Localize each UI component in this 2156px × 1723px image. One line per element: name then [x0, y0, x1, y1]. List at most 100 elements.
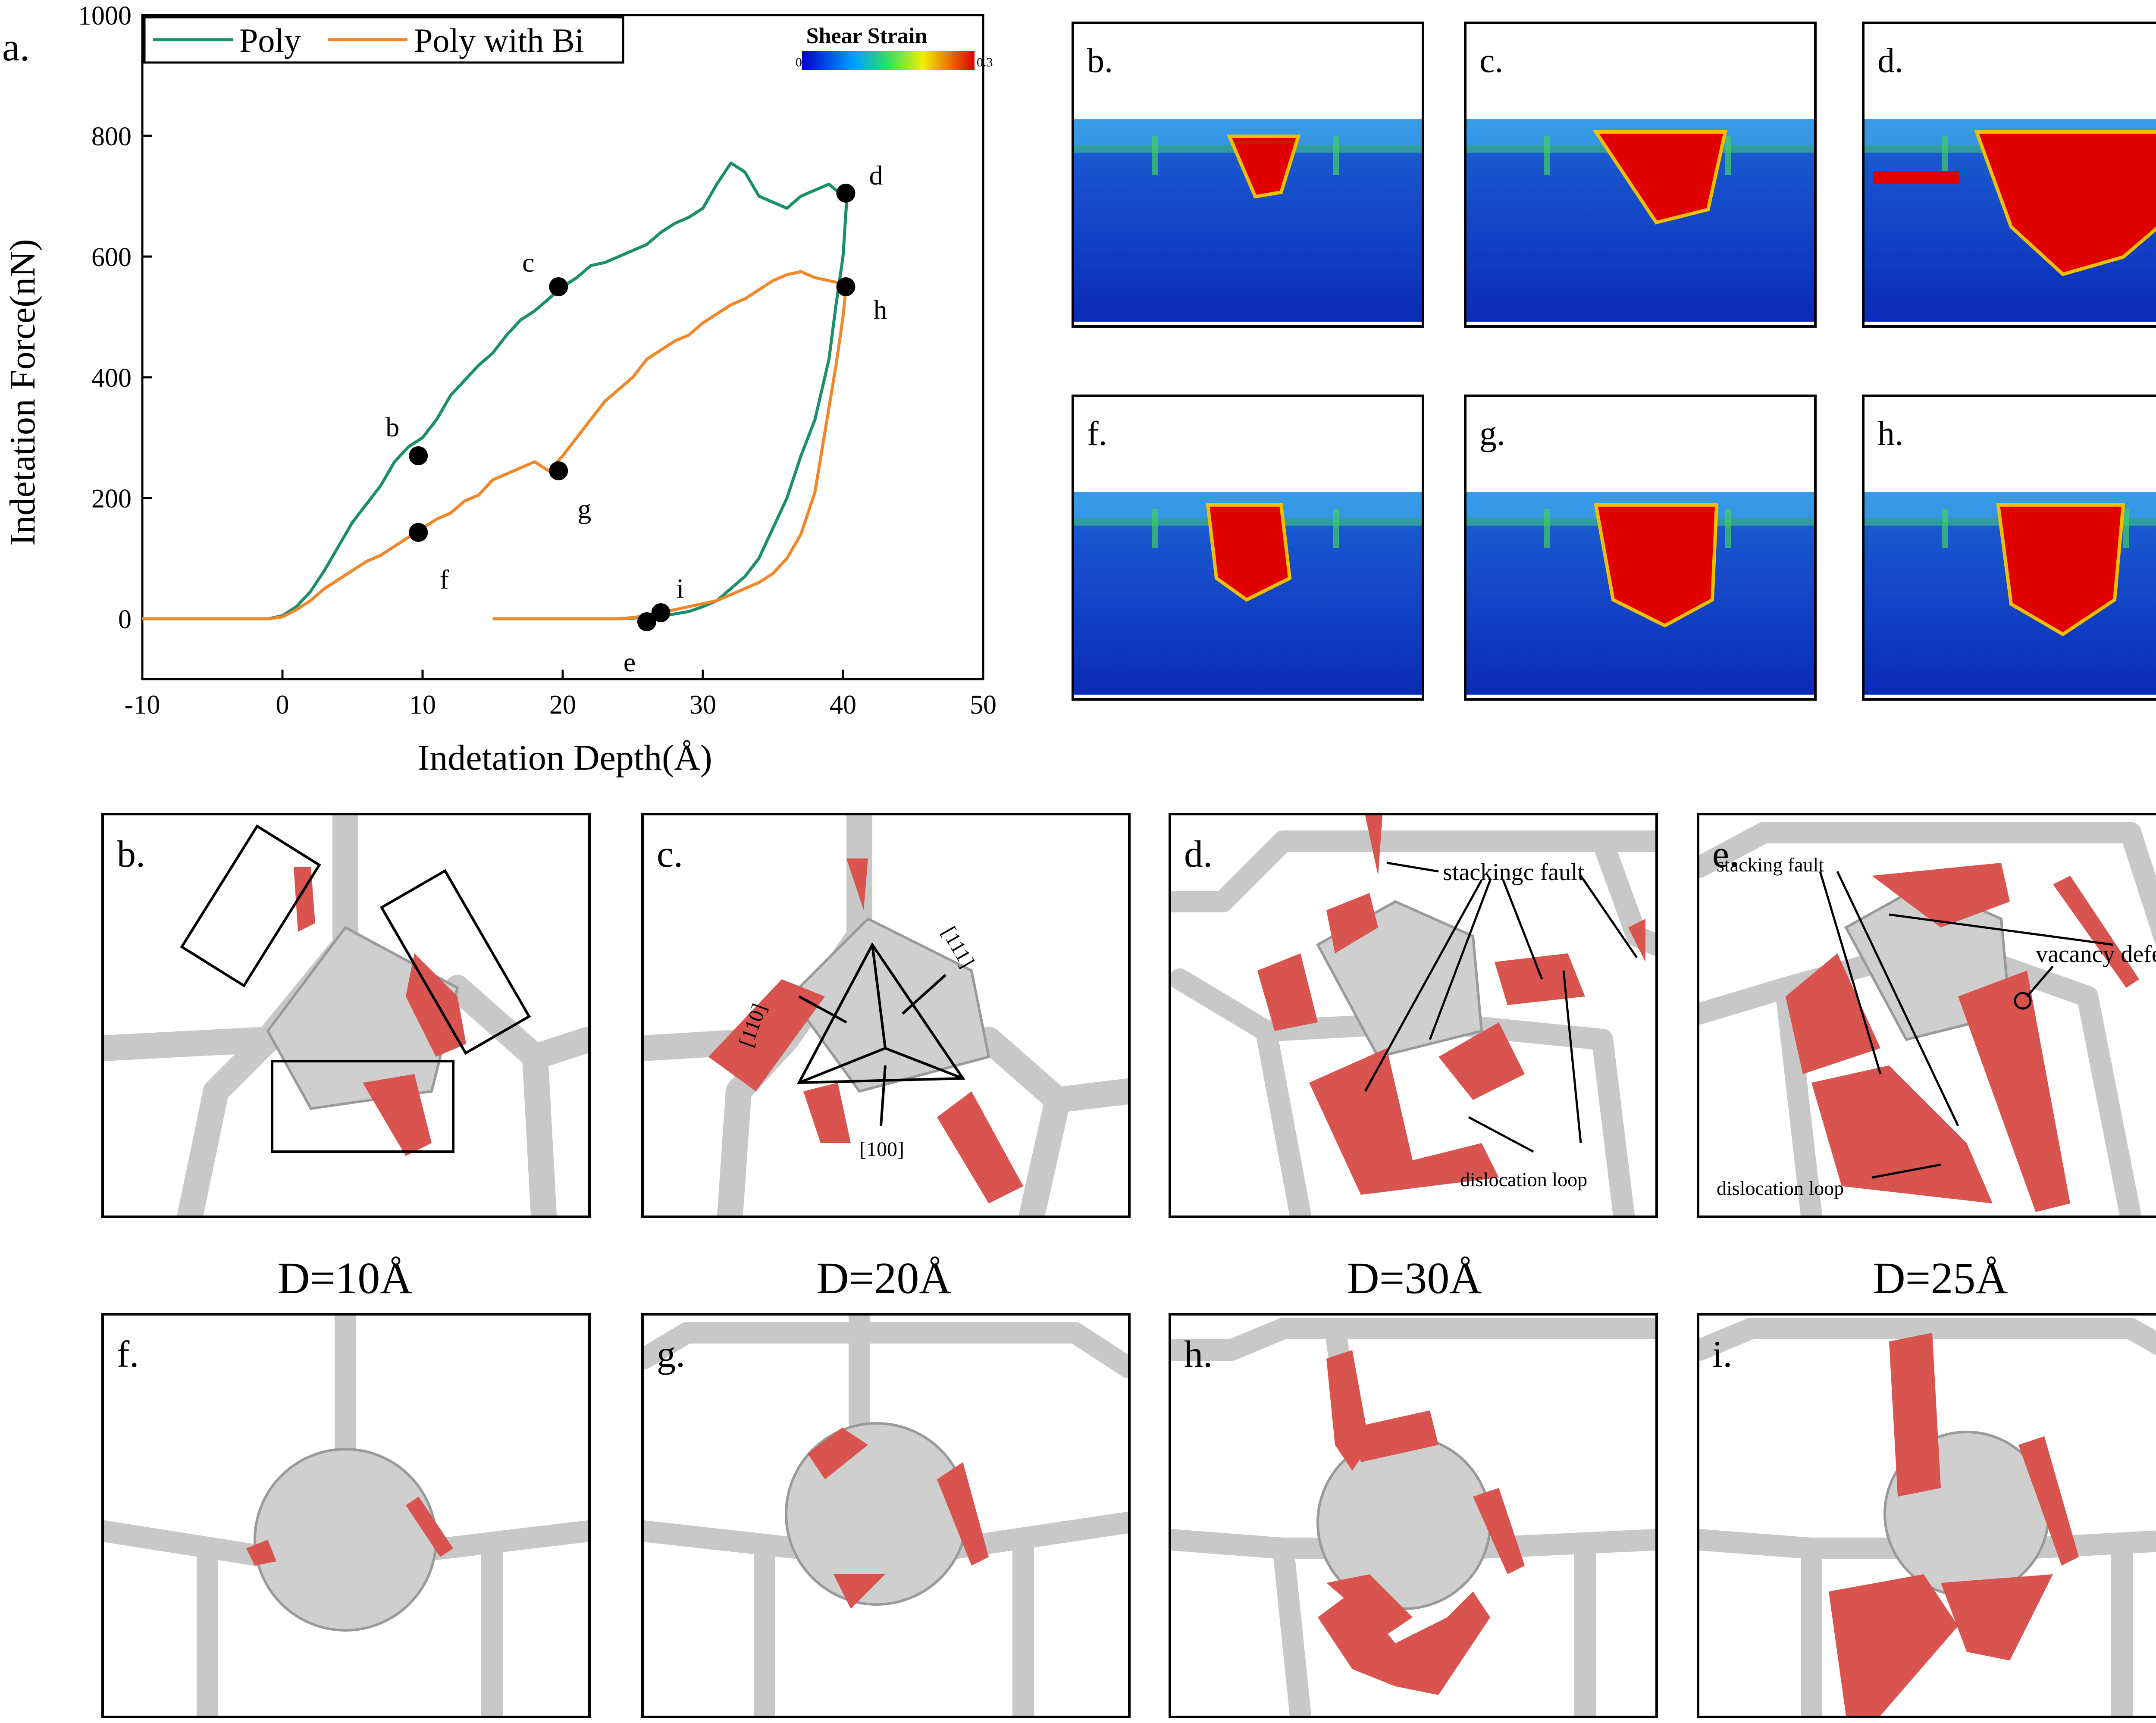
force-depth-chart: -10 0 10 20 30 40 50 0 200 400 600 800 1000 b c d e f g h i…	[0, 0, 1035, 785]
strain-map	[1865, 119, 2156, 322]
strain-map	[1074, 492, 1422, 695]
high-strain-zone	[1594, 503, 1719, 628]
series-line-0	[142, 161, 849, 620]
x-tick-label: 40	[830, 690, 856, 720]
grain-boundary-strain	[2123, 509, 2129, 548]
grain-boundary	[1592, 830, 1655, 955]
strain-panel-h: h.	[1862, 395, 2156, 701]
stacking-fault	[2053, 876, 2139, 988]
structure-b-svg	[104, 815, 588, 1215]
grain-boundary	[1272, 1538, 1311, 1716]
marker-e	[637, 612, 656, 631]
depth-label: D=20Å	[816, 1253, 952, 1303]
strain-map	[1074, 119, 1422, 322]
marker-d	[836, 184, 856, 203]
marker-label-g: g	[577, 494, 591, 524]
stacking-fault	[937, 1462, 989, 1566]
stacking-fault	[1889, 1333, 1941, 1497]
grain-boundary	[522, 1044, 557, 1215]
grain-boundary-strain	[1725, 136, 1731, 175]
grain-boundary	[2120, 822, 2156, 947]
stacking-fault	[1958, 971, 2070, 1212]
panel-label: h.	[1184, 1334, 1213, 1375]
structure-panel-c: [110] [111] [100] c.	[641, 813, 1131, 1218]
panel-label: b.	[1087, 42, 1113, 80]
marker-i	[651, 603, 671, 622]
structure-g-svg	[644, 1316, 1128, 1716]
grain-boundary-strain	[1942, 136, 1948, 175]
vacancy-marker	[2014, 992, 2032, 1010]
dislocation-loop-region	[1829, 1574, 1958, 1716]
colorbar-title: Shear Strain	[806, 24, 928, 48]
highlight-box	[271, 1060, 454, 1153]
grain-boundary	[1775, 934, 2141, 1215]
x-tick-label: 0	[276, 690, 289, 720]
structure-panel-e: stacking fault vacancy defect dislocatio…	[1697, 813, 2156, 1218]
grain-boundary-strain	[1544, 509, 1550, 548]
grain-boundary	[1699, 822, 2141, 878]
panel-label: g.	[657, 1334, 685, 1375]
panel-label: c.	[1479, 42, 1504, 80]
highlight-box	[379, 869, 531, 1055]
y-tick-label: 800	[91, 122, 132, 151]
stacking-fault	[246, 1540, 276, 1566]
depth-label: D=25Å	[1873, 1253, 2008, 1303]
dislocation-loop-label: dislocation loop	[1717, 1177, 1844, 1199]
legend-label-poly: Poly	[239, 22, 301, 59]
grain-boundary	[1019, 1087, 1071, 1215]
marker-b	[409, 446, 428, 465]
structure-panel-d: stackingc fault dislocation loop d.	[1169, 813, 1658, 1218]
strain-map	[1865, 492, 2156, 695]
indented-grain	[1316, 900, 1483, 1059]
dislocation-loop-region	[1318, 1591, 1490, 1695]
panel-label: f.	[117, 1334, 139, 1375]
panel-label: e.	[1712, 833, 1739, 875]
stacking-fault	[406, 1497, 453, 1557]
grain-boundary	[1171, 830, 1655, 912]
depth-label: D=10Å	[277, 1253, 413, 1303]
series-line-1	[142, 270, 847, 620]
colorbar: Shear Strain 0 0.3	[796, 24, 993, 70]
y-tick-label: 0	[118, 605, 132, 634]
structure-i-svg	[1699, 1318, 2156, 1716]
plot-frame	[141, 14, 984, 680]
high-strain-zone	[1974, 130, 2156, 276]
grain-boundary	[1592, 1029, 1635, 1215]
stacking-fault	[1438, 1022, 1525, 1100]
structure-panel-g: g.	[641, 1313, 1131, 1718]
strain-panel-b: b.	[1072, 22, 1424, 328]
panel-label: h.	[1877, 415, 1903, 453]
colorbar-min: 0	[796, 55, 802, 69]
marker-label-h: h	[874, 294, 887, 325]
structure-f-svg	[104, 1316, 588, 1716]
stacking-fault	[1628, 919, 1645, 962]
legend-label-poly-bi: Poly with Bi	[414, 22, 584, 59]
high-strain-zone	[1226, 135, 1301, 199]
stacking-fault	[1872, 863, 2010, 927]
marker-c	[549, 277, 568, 296]
grain-boundary-strain	[1942, 509, 1948, 548]
marker-label-b: b	[385, 412, 399, 442]
high-strain-zone	[1996, 503, 2125, 636]
x-tick-label: 30	[689, 690, 716, 720]
stacking-fault	[834, 1574, 885, 1609]
stacking-fault	[1326, 1574, 1413, 1635]
y-tick-label: 200	[91, 484, 132, 514]
y-tick-label: 400	[91, 363, 132, 393]
marker-label-e: e	[624, 647, 636, 677]
stacking-fault-label: stackingc fault	[1443, 859, 1585, 886]
structure-d-svg: stackingc fault dislocation loop	[1171, 815, 1655, 1215]
stacking-fault	[406, 953, 466, 1057]
grain-boundary-strain	[1152, 136, 1158, 175]
strain-panel-c: c.	[1464, 22, 1817, 328]
strain-panel-d: d.	[1862, 22, 2156, 328]
grain-boundary-strain	[1333, 136, 1339, 175]
stacking-fault	[803, 1083, 851, 1143]
stacking-fault	[708, 979, 825, 1091]
dislocation-loop-region	[1309, 1048, 1499, 1195]
dislocation-loop-region	[1811, 1065, 1993, 1203]
colorbar-max: 0.3	[977, 55, 993, 69]
stacking-fault	[363, 1074, 432, 1156]
stacking-fault	[1941, 1574, 2053, 1660]
structure-panel-f: f.	[101, 1313, 591, 1718]
